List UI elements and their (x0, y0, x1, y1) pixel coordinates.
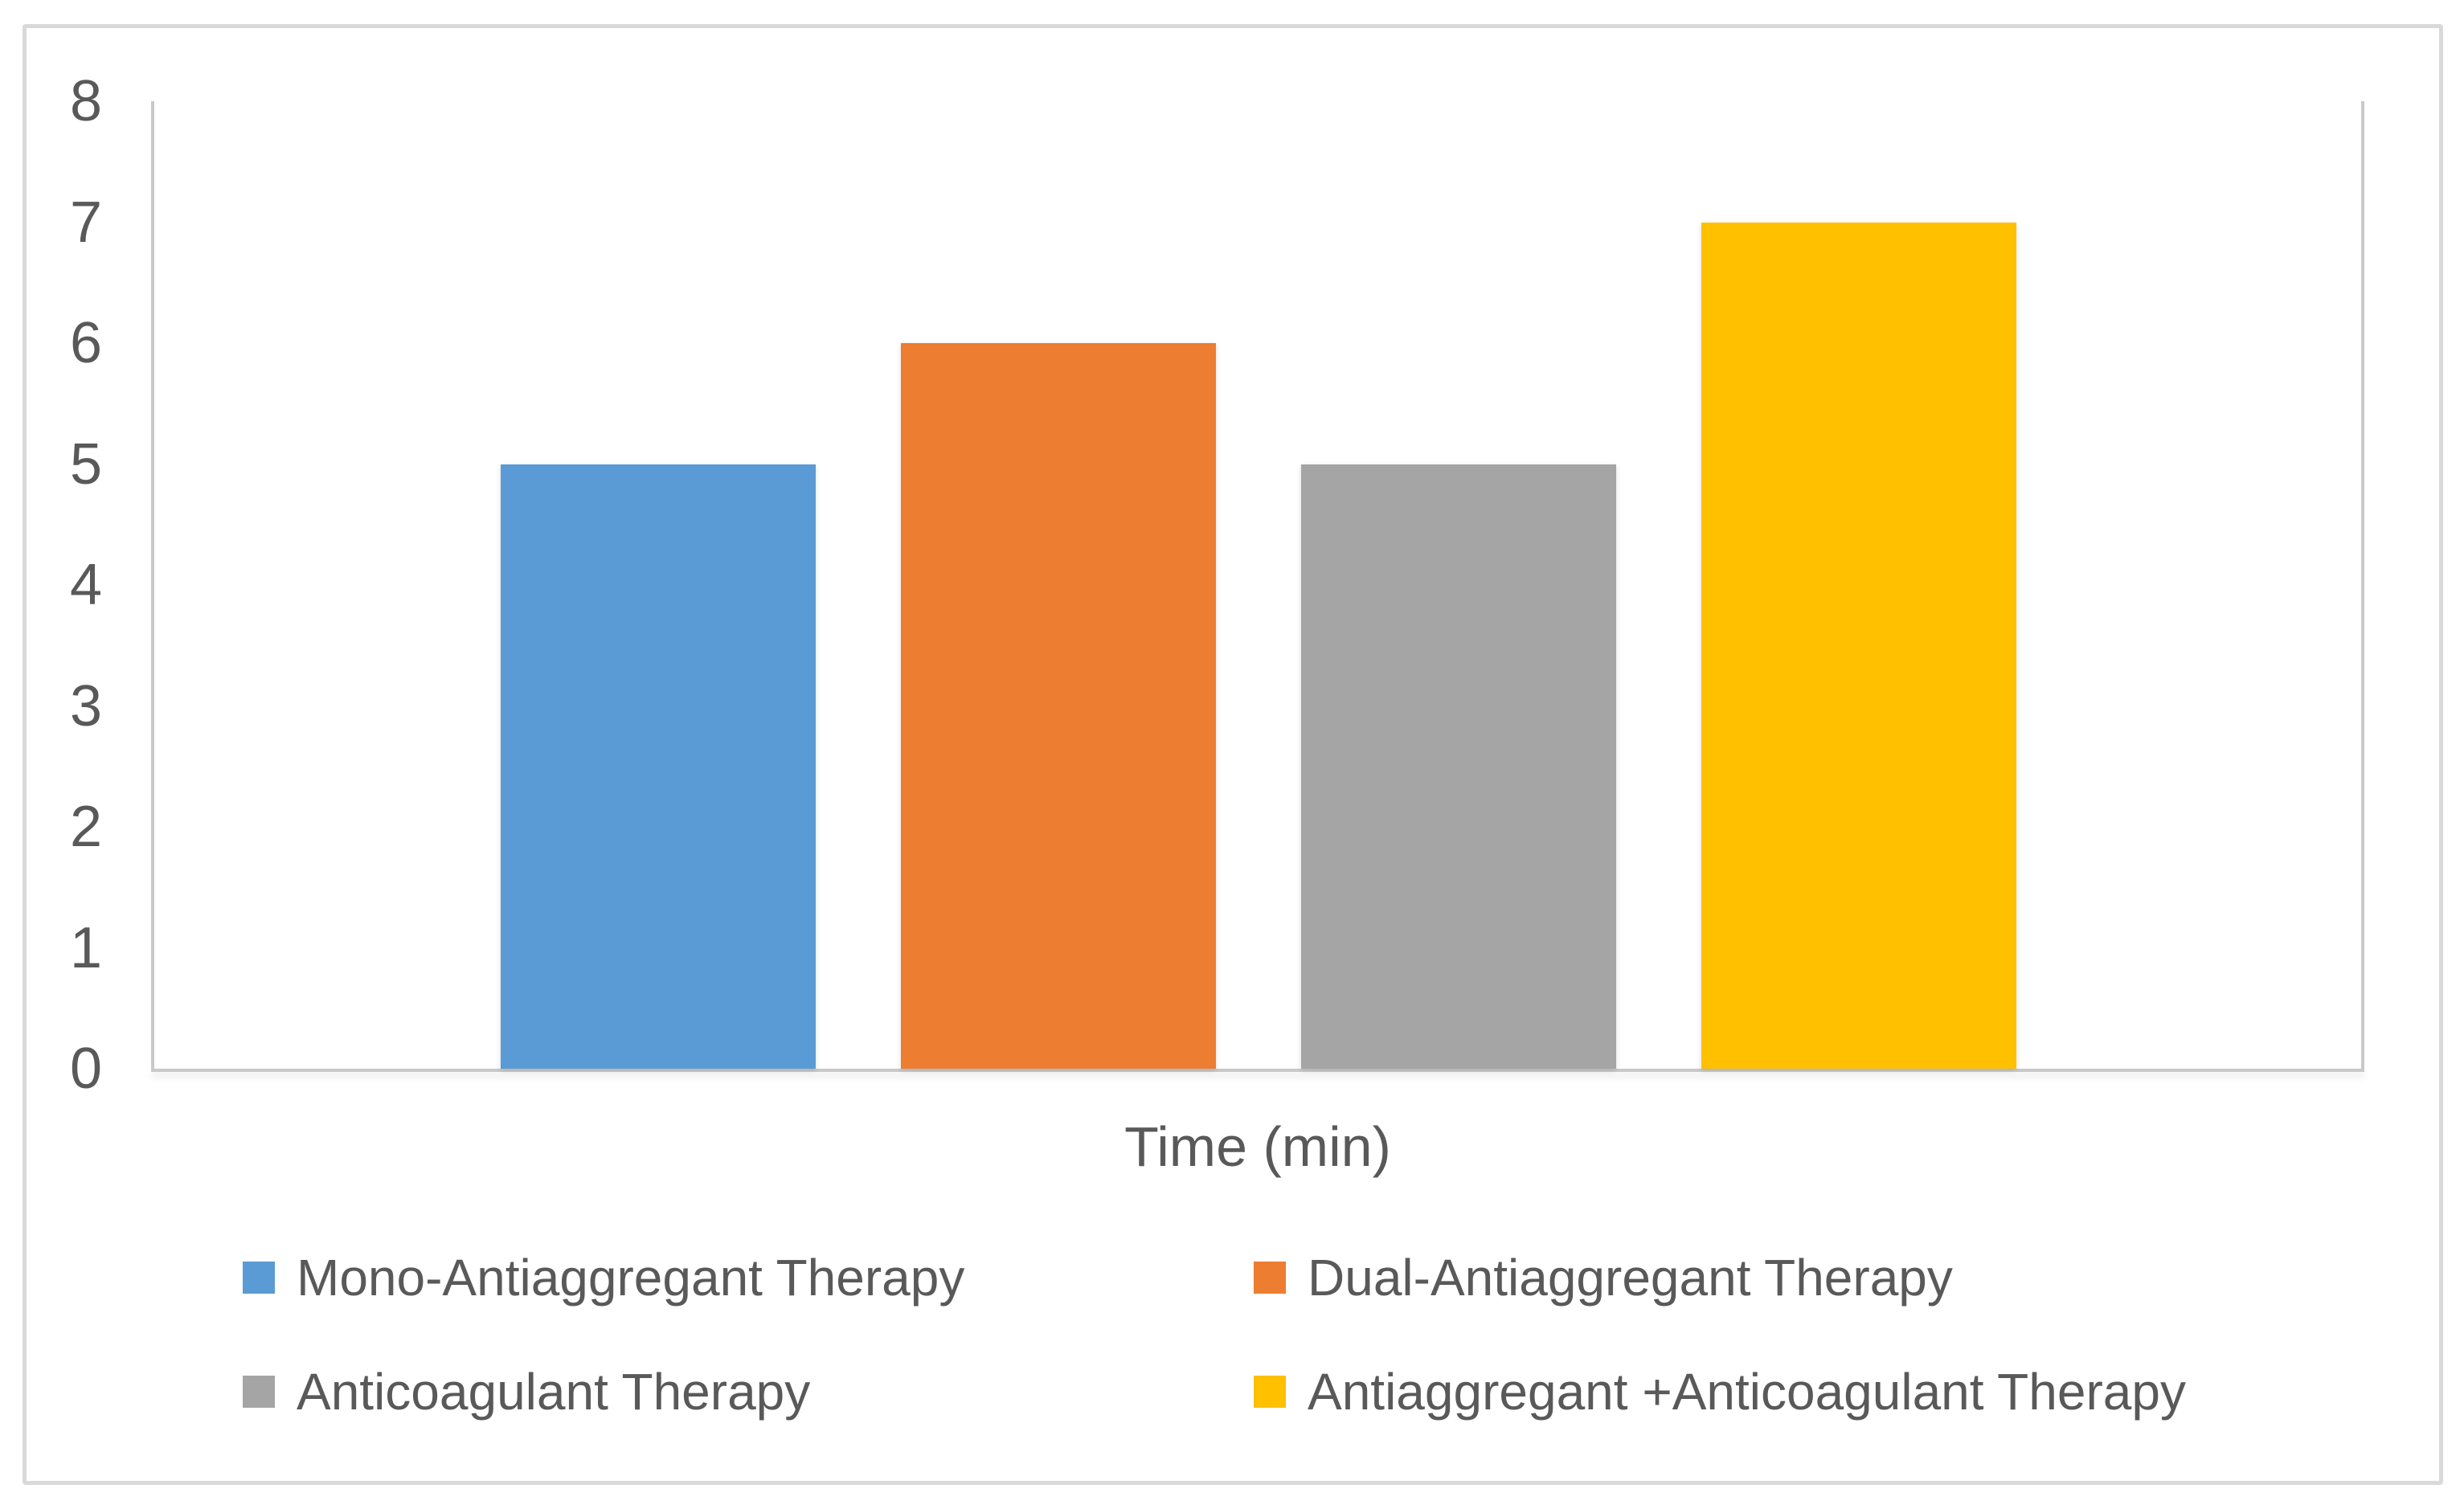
plot-area-right-border (2361, 101, 2364, 1070)
x-axis-title: Time (min) (1124, 1115, 1391, 1178)
legend-item-mono-antiaggregant-therapy: Mono-Antiaggregant Therapy (243, 1252, 964, 1303)
y-axis-tick-label: 6 (69, 311, 102, 375)
y-axis-tick-label: 0 (69, 1037, 102, 1101)
bar-antiaggregant-anticoagulant-therapy (1701, 222, 2016, 1069)
y-axis-tick-label: 4 (69, 553, 102, 617)
legend-swatch-icon (243, 1262, 275, 1294)
y-axis-tick-label: 5 (69, 431, 102, 497)
legend-item-label: Antiaggregant +Anticoagulant Therapy (1308, 1363, 2186, 1421)
legend-swatch-icon (1254, 1262, 1286, 1294)
y-axis-line (151, 101, 154, 1070)
legend-item-label: Dual-Antiaggregant Therapy (1308, 1249, 1953, 1307)
y-axis-tick-label: 2 (69, 795, 102, 859)
y-axis-tick-label: 1 (69, 915, 102, 980)
legend-item-label: Mono-Antiaggregant Therapy (297, 1249, 965, 1307)
y-axis-tick-label: 7 (69, 190, 102, 255)
legend-item-anticoagulant-therapy: Anticoagulant Therapy (243, 1366, 810, 1417)
chart-frame (23, 24, 2443, 1485)
legend-swatch-icon (243, 1376, 275, 1408)
x-axis-line (151, 1069, 2364, 1072)
legend-item-dual-antiaggregant-therapy: Dual-Antiaggregant Therapy (1254, 1252, 1953, 1303)
legend-item-label: Anticoagulant Therapy (297, 1363, 811, 1421)
bar-anticoagulant-therapy (1301, 464, 1616, 1069)
bar-mono-antiaggregant-therapy (501, 464, 816, 1069)
legend-swatch-icon (1254, 1376, 1286, 1408)
bar-dual-antiaggregant-therapy (901, 343, 1216, 1069)
y-axis-tick-label: 3 (69, 673, 102, 738)
legend-item-antiaggregant-anticoagulant-therapy: Antiaggregant +Anticoagulant Therapy (1254, 1366, 2186, 1417)
y-axis-tick-label: 8 (69, 69, 102, 133)
